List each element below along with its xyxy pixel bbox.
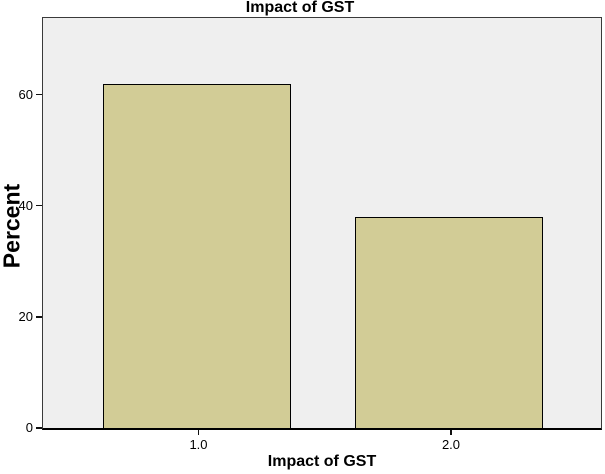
bars-container bbox=[43, 18, 601, 428]
y-tick-mark bbox=[35, 205, 42, 207]
y-axis-title: Percent bbox=[0, 183, 25, 269]
bar-category-2.0 bbox=[355, 216, 543, 428]
x-tick-label: 1.0 bbox=[189, 437, 208, 452]
y-tick-mark bbox=[35, 94, 42, 96]
chart-title: Impact of GST bbox=[245, 0, 355, 16]
y-tick-label: 0 bbox=[25, 420, 33, 435]
x-tick-label: 2.0 bbox=[441, 437, 461, 452]
x-tick-mark bbox=[197, 430, 200, 435]
y-tick-label: 20 bbox=[18, 308, 33, 324]
x-axis-title: Impact of GST bbox=[267, 453, 377, 470]
plot-area bbox=[42, 17, 602, 430]
x-tick-mark bbox=[450, 430, 452, 435]
bar-category-1.0 bbox=[102, 83, 291, 428]
y-tick-label: 40 bbox=[18, 197, 33, 213]
y-tick-mark bbox=[35, 316, 42, 318]
y-tick-label: 60 bbox=[18, 86, 33, 102]
y-tick-mark bbox=[35, 427, 42, 429]
